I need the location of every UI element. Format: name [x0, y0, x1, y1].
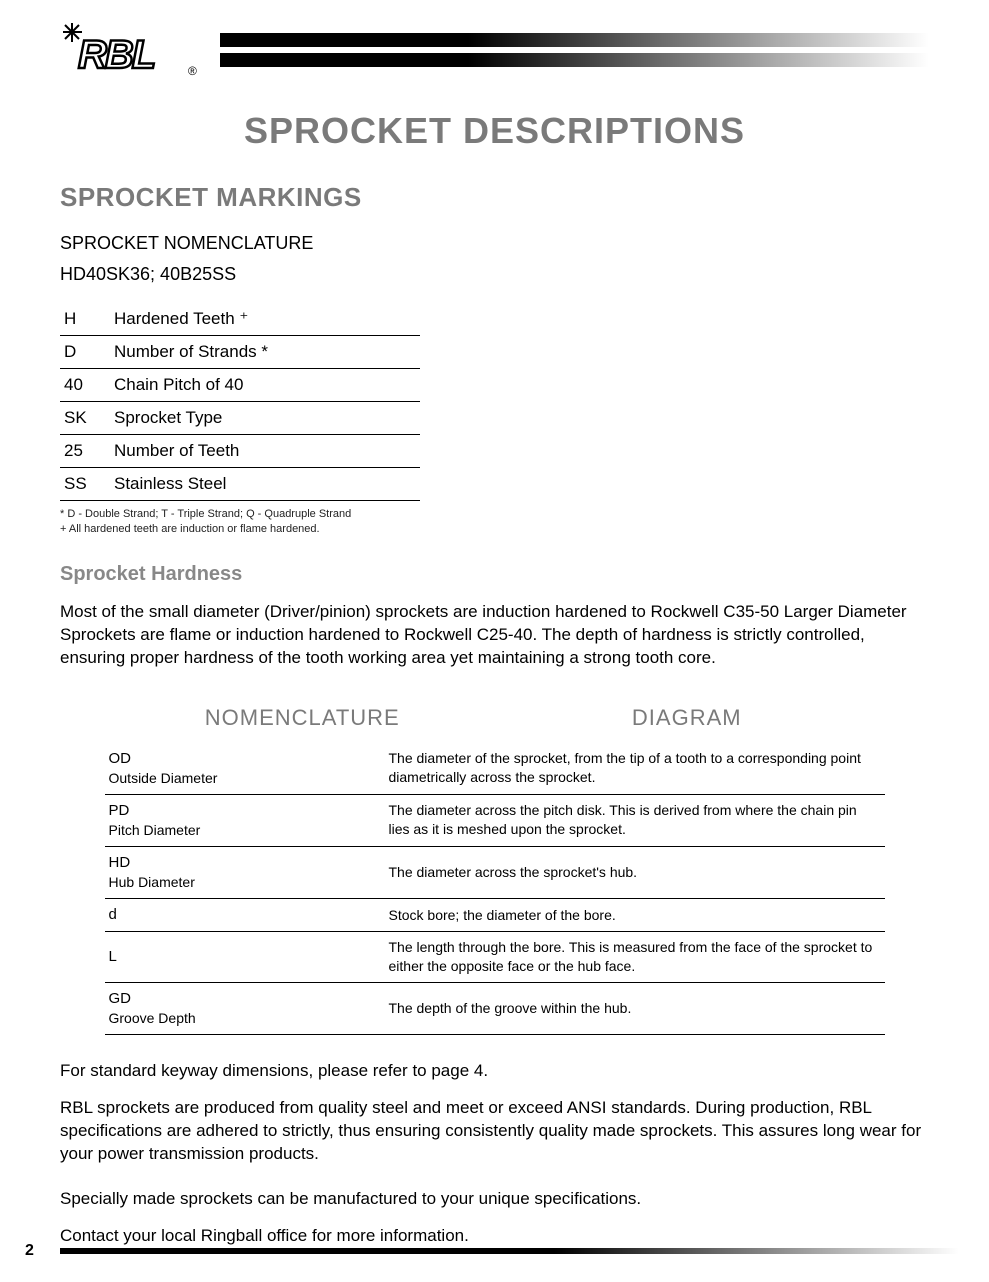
footnote-line: * D - Double Strand; T - Triple Strand; … — [60, 507, 929, 522]
hardness-body: Most of the small diameter (Driver/pinio… — [60, 601, 929, 670]
body-paragraph: Specially made sprockets can be manufact… — [60, 1188, 929, 1211]
table-row: 40Chain Pitch of 40 — [60, 369, 420, 402]
table-row: SSStainless Steel — [60, 468, 420, 501]
body-paragraph: For standard keyway dimensions, please r… — [60, 1060, 929, 1083]
rbl-logo: RBL ® — [60, 20, 210, 80]
hardness-heading: Sprocket Hardness — [60, 563, 929, 586]
page-number: 2 — [25, 1242, 50, 1260]
table-row: ODOutside Diameter The diameter of the s… — [105, 743, 885, 795]
svg-text:®: ® — [188, 64, 197, 78]
footnote-line: + All hardened teeth are induction or fl… — [60, 522, 929, 537]
page-title: SPROCKET DESCRIPTIONS — [60, 110, 929, 152]
table-row: d Stock bore; the diameter of the bore. — [105, 899, 885, 932]
marking-table: HHardened Teeth ⁺ DNumber of Strands * 4… — [60, 303, 420, 501]
footnotes: * D - Double Strand; T - Triple Strand; … — [60, 507, 929, 538]
table-row: SKSprocket Type — [60, 402, 420, 435]
col-heading-diagram: DIAGRAM — [495, 705, 880, 731]
table-row: PDPitch Diameter The diameter across the… — [105, 794, 885, 846]
table-row: HHardened Teeth ⁺ — [60, 303, 420, 336]
footer-gradient-bar — [60, 1248, 959, 1254]
col-heading-nomenclature: NOMENCLATURE — [110, 705, 495, 731]
body-paragraph: RBL sprockets are produced from quality … — [60, 1097, 929, 1166]
table-row: L The length through the bore. This is m… — [105, 932, 885, 983]
table-row: HDHub Diameter The diameter across the s… — [105, 846, 885, 898]
header-gradient-bars — [220, 33, 929, 67]
table-row: 25Number of Teeth — [60, 435, 420, 468]
nomenclature-subheading: SPROCKET NOMENCLATURE — [60, 233, 929, 254]
table-row: GDGroove Depth The depth of the groove w… — [105, 983, 885, 1035]
page-header: RBL ® — [60, 20, 929, 80]
diagram-table: ODOutside Diameter The diameter of the s… — [105, 743, 885, 1036]
table-row: DNumber of Strands * — [60, 336, 420, 369]
page-footer: 2 — [0, 1242, 989, 1260]
diagram-column-headers: NOMENCLATURE DIAGRAM — [60, 705, 929, 731]
svg-text:RBL: RBL — [78, 33, 155, 77]
markings-heading: SPROCKET MARKINGS — [60, 182, 929, 213]
example-codes: HD40SK36; 40B25SS — [60, 264, 929, 285]
